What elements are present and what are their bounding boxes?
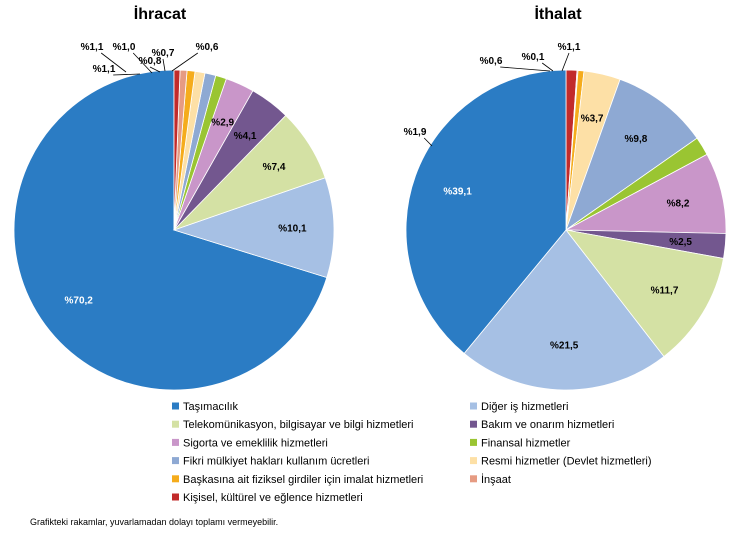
slice-label: %2,9 <box>211 118 234 129</box>
slice-label: %8,2 <box>667 199 690 210</box>
slice-label: %0,8 <box>139 56 162 67</box>
legend-swatch <box>470 420 477 428</box>
slice-label: %1,9 <box>404 127 427 138</box>
leader-line <box>561 52 570 72</box>
leader-line <box>149 66 161 73</box>
legend-swatch <box>172 402 179 410</box>
slice-label: %1,1 <box>558 42 581 53</box>
chart-title-ithalat: İthalat <box>534 5 582 23</box>
legend-swatch <box>470 402 477 410</box>
legend-label: Bakım ve onarım hizmetleri <box>481 419 614 431</box>
legend-swatch <box>470 457 477 465</box>
leader-line <box>500 66 551 72</box>
slice-label: %39,1 <box>443 187 472 198</box>
slice-label: %10,1 <box>278 224 307 235</box>
pie-ihracat: %70,2%10,1%7,4%4,1%2,9%1,1%1,1%1,0%0,8%0… <box>13 42 335 391</box>
legend-label: Sigorta ve emeklilik hizmetleri <box>183 437 328 449</box>
legend-label: Taşımacılık <box>183 401 239 413</box>
slice-label: %4,1 <box>234 131 257 142</box>
leader-line <box>541 62 554 72</box>
leader-line <box>171 52 199 72</box>
legend-swatch <box>172 475 179 483</box>
legend-swatch <box>172 420 179 428</box>
legend-swatch <box>470 438 477 446</box>
pie-slice <box>13 69 328 391</box>
slice-label: %7,4 <box>263 162 286 173</box>
pie-slice <box>565 229 724 358</box>
slice-label: %0,6 <box>196 42 219 53</box>
legend: Taşımacılık Diğer iş hizmetleri Telekomüni… <box>172 401 652 504</box>
slice-label: %0,7 <box>152 48 175 59</box>
legend-swatch <box>172 493 179 501</box>
pie-slice <box>405 69 567 354</box>
legend-label: Resmi hizmetler (Devlet hizmetleri) <box>481 456 652 468</box>
pie-slice <box>172 177 335 279</box>
leader-line <box>132 52 153 74</box>
legend-label: Kişisel, kültürel ve eğlence hizmetleri <box>183 492 363 504</box>
legend-swatch <box>172 457 179 465</box>
legend-label: İnşaat <box>481 473 511 486</box>
legend-label: Telekomünikasyon, bilgisayar ve bilgi hi… <box>183 419 414 431</box>
footnote: Grafikteki rakamlar, yuvarlamadan dolayı… <box>30 517 278 527</box>
legend-swatch <box>172 438 179 446</box>
slice-label: %2,5 <box>669 237 692 248</box>
slice-label: %1,1 <box>93 64 116 75</box>
legend-label: Diğer iş hizmetleri <box>481 401 568 413</box>
slice-label: %3,7 <box>581 113 604 124</box>
leader-line <box>423 137 433 147</box>
leader-line <box>100 52 127 73</box>
pie-slice <box>565 78 698 232</box>
slice-label: %9,8 <box>625 134 648 145</box>
slice-label: %1,0 <box>113 42 136 53</box>
chart-title-ihracat: İhracat <box>134 5 187 23</box>
legend-label: Fikri mülkiyet hakları kullanım ücretler… <box>183 456 369 468</box>
leader-line <box>162 58 166 72</box>
slice-label: %21,5 <box>550 341 579 352</box>
pie-slice <box>463 229 665 391</box>
legend-label: Finansal hizmetler <box>481 437 571 449</box>
leader-line <box>113 73 141 76</box>
legend-label: Başkasına ait fiziksel girdiler için ima… <box>183 474 423 486</box>
slice-label: %0,1 <box>522 52 545 63</box>
slice-label: %11,7 <box>651 285 679 296</box>
slice-label: %1,1 <box>81 42 104 53</box>
legend-swatch <box>470 475 477 483</box>
pie-ithalat: %39,1 %21,5 %11,7 %2,5 %8,2 %1,9 %9,8 %3,7 %0,6%… <box>404 42 727 391</box>
slice-label: %70,2 <box>65 296 94 307</box>
slice-label: %0,6 <box>480 56 503 67</box>
